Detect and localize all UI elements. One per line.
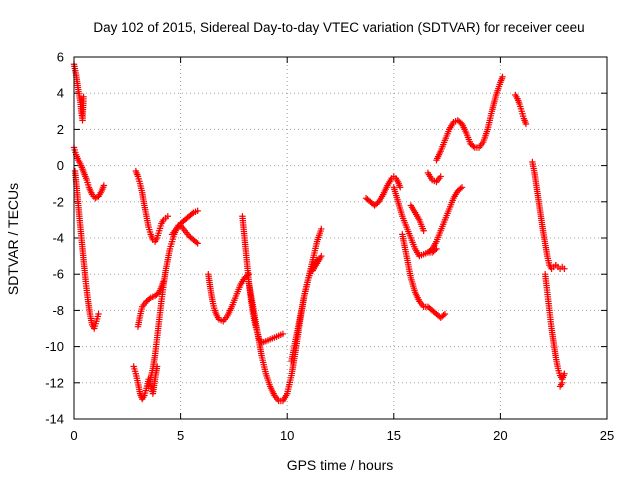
series-segment-20	[433, 73, 506, 164]
data-point-interp	[193, 239, 200, 246]
y-tick-label: 6	[57, 50, 64, 65]
data-point	[95, 310, 102, 318]
data-point	[318, 225, 325, 233]
series-segment-13	[309, 252, 325, 274]
y-tick-label: -8	[52, 303, 64, 318]
data-point	[420, 227, 427, 234]
series-segment-23	[541, 271, 568, 383]
x-tick-label: 25	[600, 428, 614, 443]
data-points	[70, 61, 568, 405]
data-point-interp	[146, 295, 153, 303]
series-segment-21	[512, 91, 530, 128]
plot-frame	[73, 56, 608, 420]
data-point	[396, 184, 404, 191]
data-point-interp	[188, 210, 196, 218]
series-segment-4	[132, 167, 172, 245]
series-segment-5	[130, 363, 161, 403]
y-tick-label: 2	[57, 122, 64, 137]
series-segment-14	[362, 173, 404, 209]
series-segment-25	[556, 379, 566, 390]
series-segment-19	[424, 169, 444, 186]
data-point	[279, 330, 287, 338]
y-tick-label: 0	[57, 158, 64, 173]
data-point-interp	[440, 312, 447, 319]
series-segment-3	[71, 167, 102, 332]
data-point	[499, 73, 506, 81]
data-point	[441, 310, 449, 318]
data-point	[194, 207, 201, 215]
data-point	[164, 213, 172, 220]
data-point	[100, 182, 108, 189]
series-segment-16	[399, 231, 449, 321]
series-segment-22	[529, 158, 560, 272]
x-tick-label: 20	[493, 428, 507, 443]
data-point	[561, 265, 568, 272]
y-tick-label: -2	[52, 194, 64, 209]
series-segment-17	[407, 202, 427, 234]
x-tick-label: 10	[280, 428, 294, 443]
data-point-interp	[470, 143, 477, 150]
series-segment-10	[239, 213, 287, 347]
series-segment-24	[552, 261, 568, 272]
y-axis-label: SDTVAR / TECUs	[5, 183, 21, 295]
data-point	[522, 120, 530, 128]
data-point-interp	[457, 185, 464, 192]
data-point	[80, 93, 87, 101]
series-segment-8	[168, 222, 201, 247]
data-point	[458, 184, 466, 191]
y-tick-label: -12	[45, 375, 64, 390]
series-segment-7	[145, 207, 201, 390]
data-point	[559, 379, 566, 386]
data-point	[561, 370, 568, 377]
axis-ticks: 0 5 10 15 20 25 -14 -12 -10 -8 -6 -4 -2 0 2 4 6	[45, 50, 614, 444]
x-tick-label: 15	[387, 428, 401, 443]
series-segment-18	[424, 184, 466, 256]
data-point	[194, 240, 201, 247]
chart-title: Day 102 of 2015, Sidereal Day-to-day VTE…	[93, 20, 584, 35]
y-tick-label: -10	[45, 339, 64, 354]
x-tick-label: 5	[177, 428, 184, 443]
y-tick-label: -4	[52, 231, 64, 246]
data-point	[318, 252, 325, 260]
x-axis-label: GPS time / hours	[287, 457, 394, 473]
y-tick-label: -14	[45, 412, 64, 427]
data-point-interp	[175, 223, 183, 230]
y-tick-label: -6	[52, 267, 64, 282]
data-point	[437, 173, 444, 180]
x-tick-label: 0	[70, 428, 77, 443]
series-segment-9	[205, 271, 253, 325]
y-tick-label: 4	[57, 86, 64, 101]
series-segment-1	[70, 61, 87, 124]
series-segment-12	[288, 225, 325, 365]
